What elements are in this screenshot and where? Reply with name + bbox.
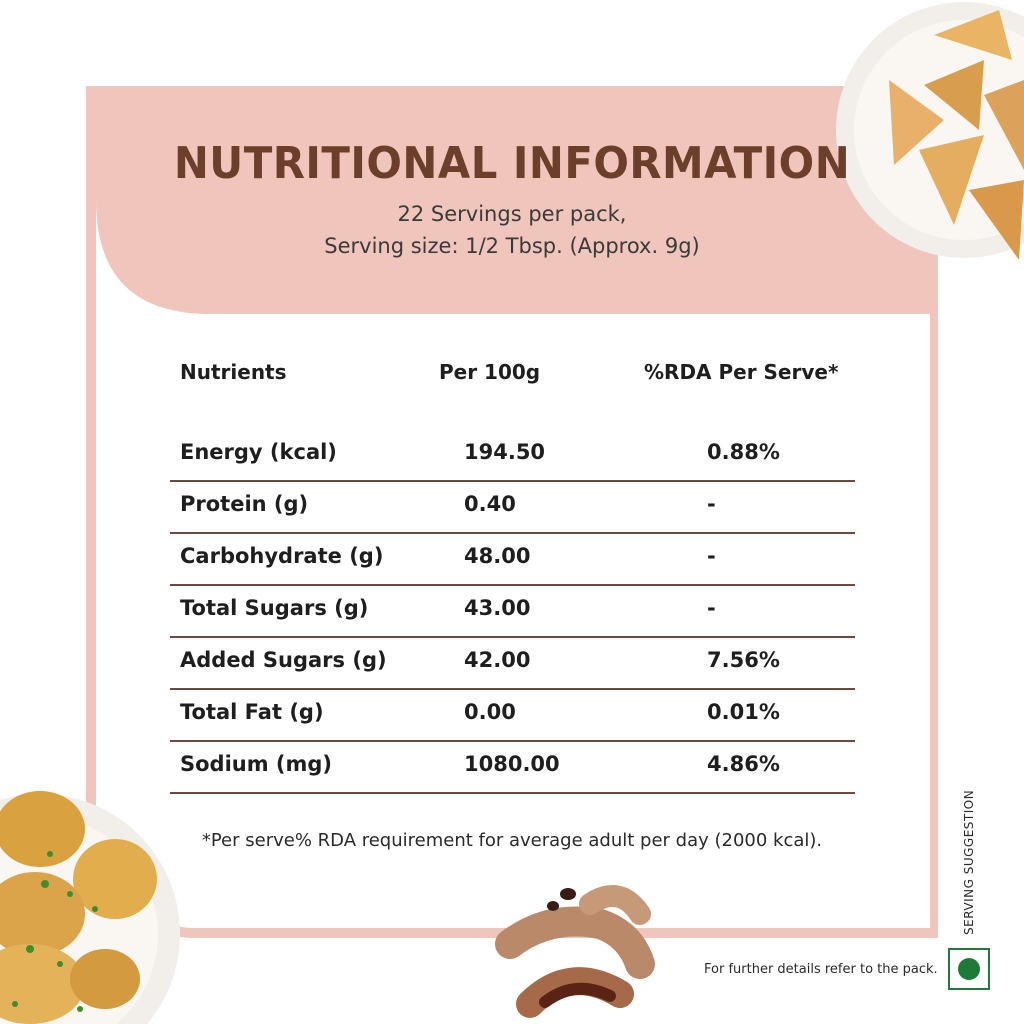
- per-100g-value: 43.00: [464, 596, 531, 620]
- samosa: [934, 10, 1012, 60]
- nutrient-name: Energy (kcal): [180, 440, 337, 464]
- column-header-nutrients: Nutrients: [180, 360, 287, 384]
- tamarind-pulp: [539, 982, 616, 1008]
- rosti-piece: [73, 839, 157, 919]
- nutrient-name: Total Sugars (g): [180, 596, 369, 620]
- table-row: Carbohydrate (g) 48.00 -: [170, 532, 855, 586]
- samosa: [969, 180, 1024, 260]
- tamarind-seed: [547, 901, 559, 911]
- table-row: Sodium (mg) 1080.00 4.86%: [170, 740, 855, 794]
- rda-value: 0.01%: [707, 700, 780, 724]
- rda-value: 4.86%: [707, 752, 780, 776]
- table-row: Total Sugars (g) 43.00 -: [170, 584, 855, 638]
- nutrient-name: Sodium (mg): [180, 752, 333, 776]
- white-card: [96, 314, 930, 928]
- tamarind-pod: [516, 967, 634, 1018]
- veg-dot: [958, 958, 980, 980]
- veg-mark-icon: [948, 948, 990, 990]
- card-top-left: [96, 200, 210, 314]
- rda-value: -: [707, 544, 716, 568]
- rosti-piece: [70, 949, 140, 1009]
- tamarind-image: [495, 885, 655, 1018]
- per-100g-value: 1080.00: [464, 752, 560, 776]
- tamarind-pod: [495, 906, 655, 979]
- footnote: *Per serve% RDA requirement for average …: [201, 830, 823, 851]
- rda-value: 0.88%: [707, 440, 780, 464]
- table-row: Energy (kcal) 194.50 0.88%: [170, 428, 855, 482]
- card-top-fill: [96, 314, 930, 324]
- nutrient-name: Total Fat (g): [180, 700, 324, 724]
- samosa: [984, 80, 1024, 170]
- table-row: Added Sugars (g) 42.00 7.56%: [170, 636, 855, 690]
- serving-size: Serving size: 1/2 Tbsp. (Approx. 9g): [324, 234, 700, 258]
- servings-per-pack: 22 Servings per pack,: [397, 202, 627, 226]
- tamarind-seed: [560, 888, 576, 900]
- rosti-plate-image: [0, 791, 180, 1024]
- nutrient-name: Added Sugars (g): [180, 648, 387, 672]
- nutrient-name: Carbohydrate (g): [180, 544, 384, 568]
- per-100g-value: 0.40: [464, 492, 516, 516]
- per-100g-value: 194.50: [464, 440, 546, 464]
- nutrient-name: Protein (g): [180, 492, 309, 516]
- page-title: NUTRITIONAL INFORMATION: [173, 138, 851, 189]
- rosti-piece: [0, 872, 85, 956]
- samosa: [919, 135, 984, 225]
- per-100g-value: 42.00: [464, 648, 531, 672]
- rda-value: -: [707, 492, 716, 516]
- per-100g-value: 48.00: [464, 544, 531, 568]
- column-header-rda: %RDA Per Serve*: [644, 360, 839, 384]
- table-row: Protein (g) 0.40 -: [170, 480, 855, 534]
- column-header-per-100g: Per 100g: [439, 360, 541, 384]
- samosa-plate-image: [836, 2, 1024, 260]
- herb-garnish: [12, 851, 98, 1012]
- rda-value: -: [707, 596, 716, 620]
- tamarind-pod: [579, 885, 651, 925]
- serving-suggestion-label: SERVING SUGGESTION: [962, 789, 976, 935]
- samosa: [889, 80, 944, 165]
- rda-value: 7.56%: [707, 648, 780, 672]
- rosti-piece: [0, 791, 85, 867]
- table-row: Total Fat (g) 0.00 0.01%: [170, 688, 855, 742]
- per-100g-value: 0.00: [464, 700, 516, 724]
- rosti-piece: [0, 944, 85, 1024]
- further-details-note: For further details refer to the pack.: [704, 962, 938, 977]
- samosa: [924, 60, 984, 130]
